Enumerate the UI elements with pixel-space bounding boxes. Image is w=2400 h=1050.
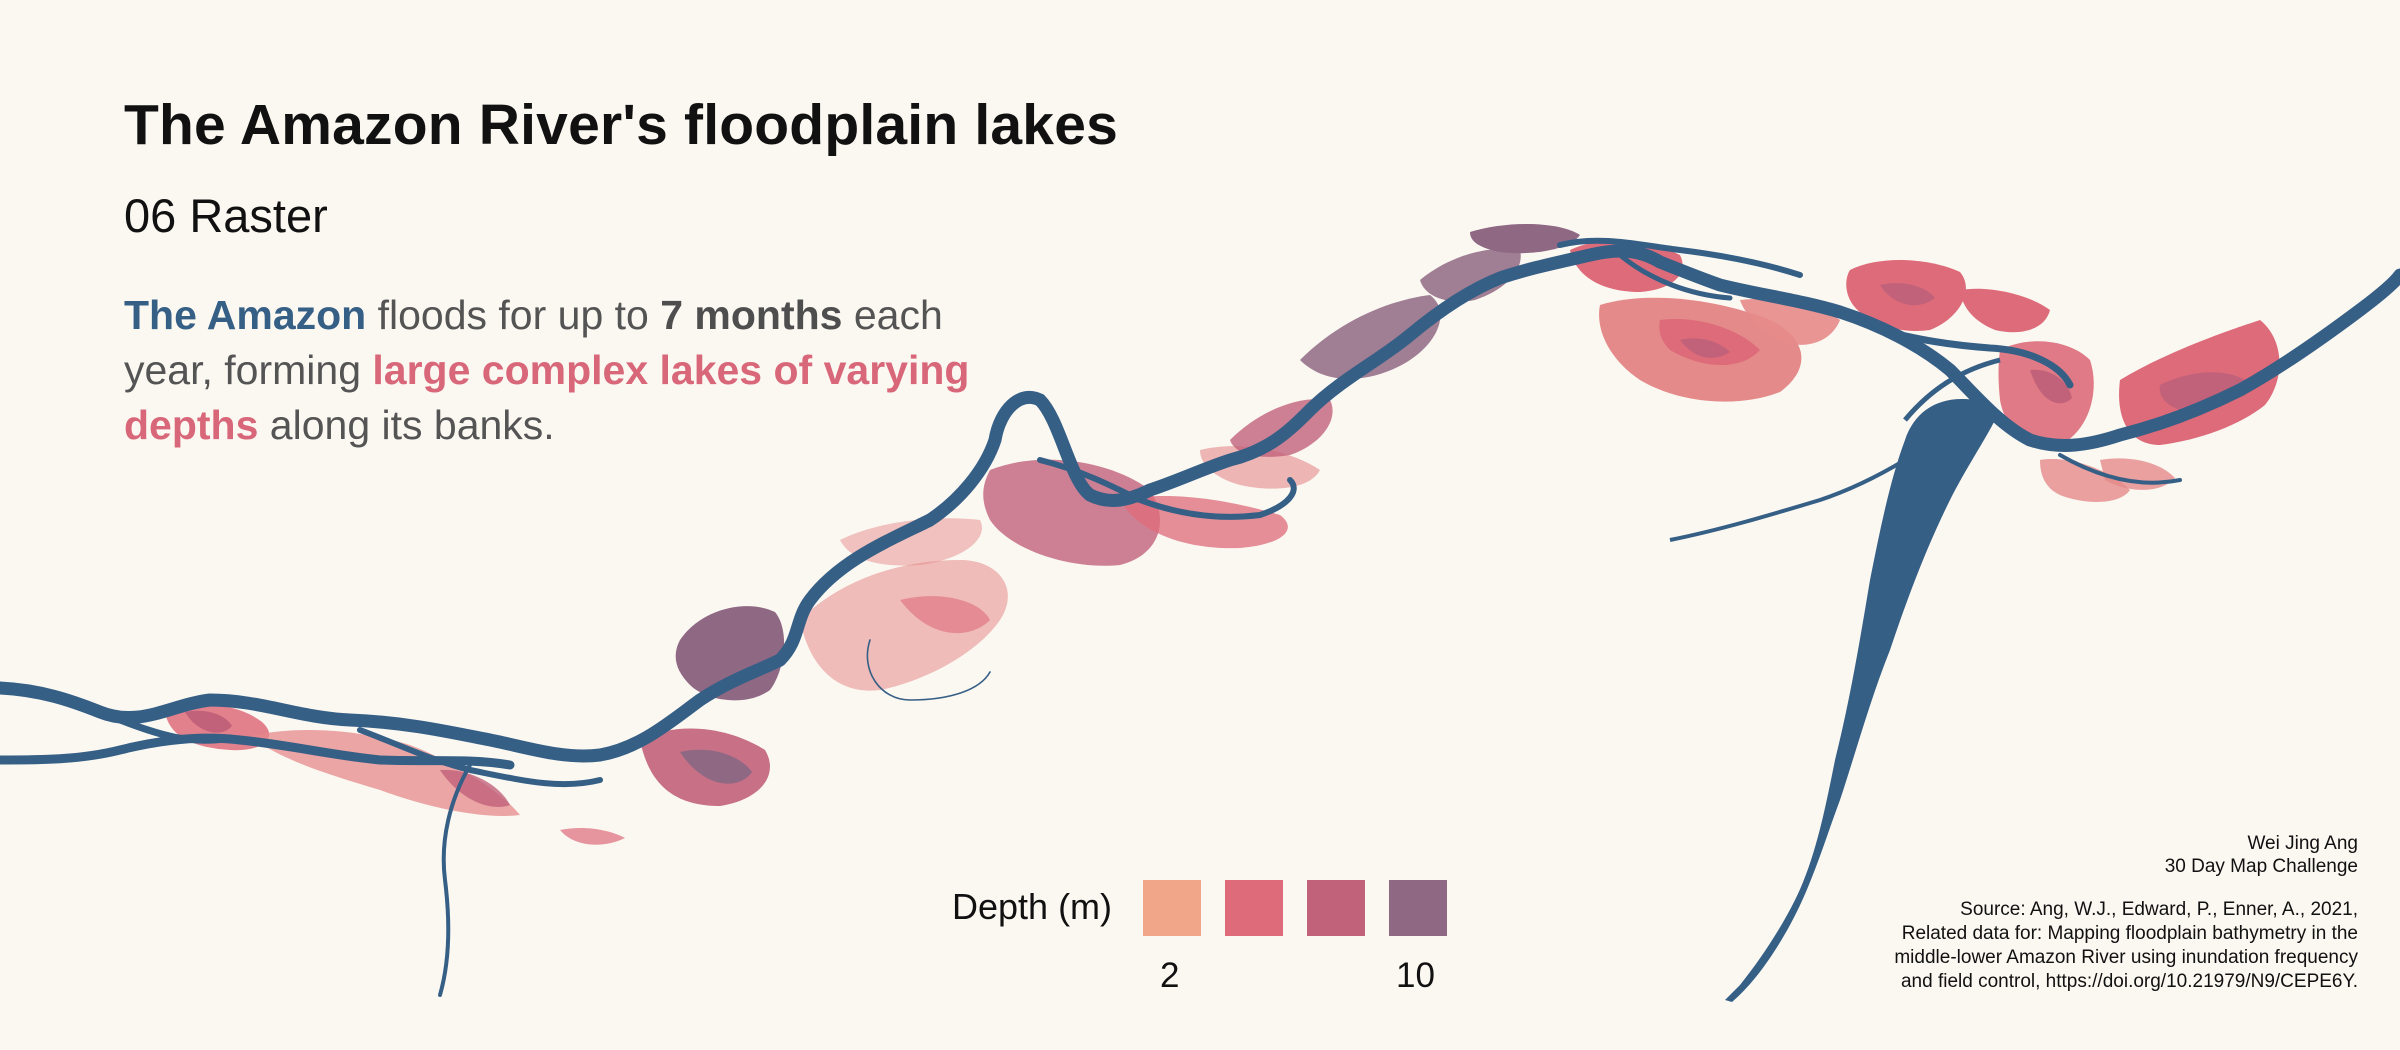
description: The Amazon floods for up to 7 months eac… [124,288,984,453]
river-channel-braid [116,716,234,744]
description-text: floods for up to [366,292,661,338]
lake-patch [185,710,232,733]
tributary-branch [438,763,472,997]
tapajos-tributary [1725,399,1997,1002]
tapajos-inlet [1669,458,1907,542]
lake-patch [1420,248,1521,302]
river-channel-braid [1617,252,1733,301]
description-text: along its banks. [258,402,555,448]
lake-patch [1680,338,1730,358]
lake-patch [560,827,625,845]
source-line: Related data for: Mapping floodplain bat… [1901,923,2358,944]
river-channel-braid [357,727,603,788]
credit-author: Wei Jing Ang [2247,833,2358,854]
source-citation: Source: Ang, W.J., Edward, P., Enner, A.… [1894,898,2358,994]
lake-patch [1470,224,1580,254]
credits: Wei Jing Ang 30 Day Map Challenge [2165,832,2358,878]
source-line: Source: Ang, W.J., Edward, P., Enner, A.… [1960,899,2358,920]
tapajos-inlet-arm [1903,357,2001,422]
lake-patch [900,596,990,634]
river-channel-braid [2058,453,2182,485]
river-channel-braid [1557,237,1803,278]
description-highlight-months: 7 months [660,292,843,338]
lake-patch [2040,459,2130,502]
description-text: each year, forming [124,292,943,393]
river-channel-braid [1037,457,1297,520]
legend-tick-label: 2 [1160,956,1180,995]
lake-patch [2030,369,2072,404]
river-channel-braid [1876,326,2074,389]
legend-swatch [1389,880,1447,936]
page-title: The Amazon River's floodplain lakes [124,93,1119,157]
source-line: and field control, https://doi.org/10.21… [1900,971,2358,992]
page-subtitle: 06 Raster [124,189,328,242]
lake-patch [1300,295,1441,379]
river-channel-braid [0,733,515,770]
credit-project: 30 Day Map Challenge [2164,856,2358,877]
legend-swatch [1307,880,1365,936]
legend-tick-label: 10 [1396,956,1435,995]
description-highlight-lakes: large complex lakes of varying depths [124,347,970,448]
legend-title: Depth (m) [952,886,1113,927]
tributary-branch [866,639,991,701]
lake-patch [1960,288,2050,333]
legend-swatch [1225,880,1283,936]
source-line: middle-lower Amazon River using inundati… [1894,947,2358,968]
lake-patch [800,560,1008,691]
legend-swatch [1143,880,1201,936]
lake-patch [1880,283,1935,306]
lake-patch [440,769,510,807]
description-highlight-amazon: The Amazon [124,292,367,338]
lake-patch [680,749,752,784]
